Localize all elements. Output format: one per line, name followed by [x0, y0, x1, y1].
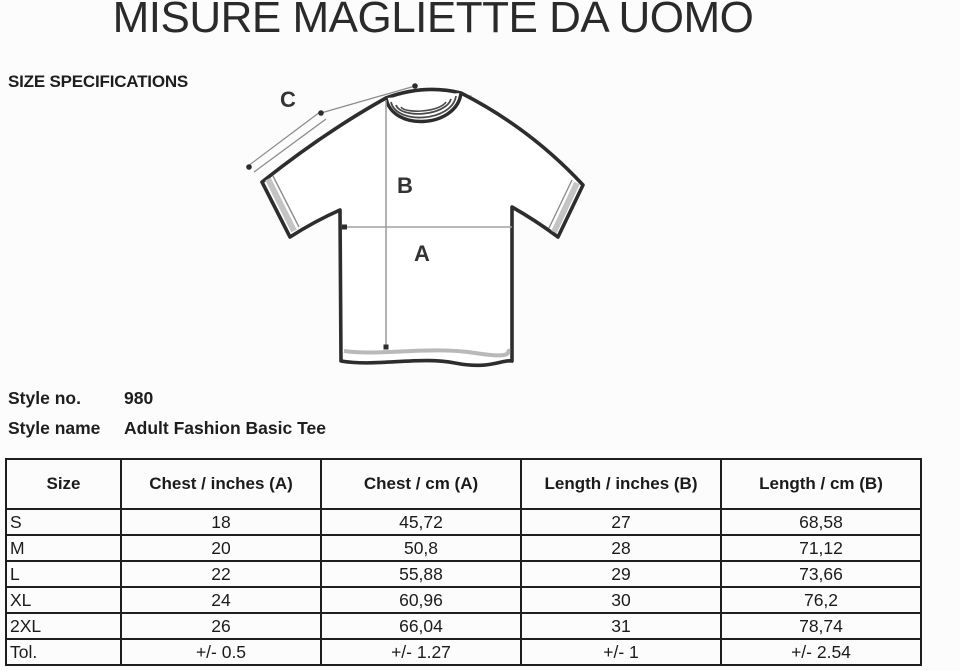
size-cell: S: [5, 508, 122, 536]
value-cell: 68,58: [720, 508, 922, 536]
col-header-length-cm: Length / cm (B): [720, 458, 922, 510]
diagram-label-c: C: [280, 87, 296, 112]
section-label: SIZE SPECIFICATIONS: [8, 72, 189, 91]
size-cell: XL: [5, 586, 122, 614]
value-cell: 45,72: [320, 508, 522, 536]
value-cell: 78,74: [720, 612, 922, 640]
value-cell: +/- 2.54: [720, 638, 922, 666]
table-row-s: S 18 45,72 27 68,58: [5, 508, 922, 536]
style-no-value: 980: [124, 388, 154, 408]
style-name-value: Adult Fashion Basic Tee: [124, 418, 326, 438]
right-cuff-line: [548, 179, 573, 229]
measure-a-dot: [342, 224, 347, 230]
tshirt-diagram: C B A: [246, 83, 585, 368]
measure-line-c-2: [253, 118, 327, 173]
page-title: MISURE MAGLIETTE DA UOMO: [112, 0, 754, 42]
table-row-xl: XL 24 60,96 30 76,2: [5, 586, 922, 614]
size-cell: Tol.: [5, 638, 122, 666]
style-info: Style no. 980 Style name Adult Fashion B…: [8, 388, 326, 448]
measure-c-dot-neck: [412, 83, 418, 89]
col-header-chest-cm: Chest / cm (A): [320, 458, 522, 510]
size-cell: 2XL: [5, 612, 122, 640]
value-cell: 73,66: [720, 560, 922, 588]
collar-rib-1: [390, 95, 457, 119]
value-cell: 26: [120, 612, 322, 640]
col-header-length-inches: Length / inches (B): [520, 458, 722, 510]
measure-b-dot: [383, 344, 389, 350]
value-cell: 31: [520, 612, 722, 640]
table-row-m: M 20 50,8 28 71,12: [5, 534, 922, 562]
hem-line: [343, 348, 511, 358]
value-cell: 50,8: [320, 534, 522, 562]
value-cell: 29: [520, 560, 722, 588]
size-cell: M: [5, 534, 122, 562]
col-header-chest-inches: Chest / inches (A): [120, 458, 322, 510]
table-header-row: Size Chest / inches (A) Chest / cm (A) L…: [5, 458, 922, 510]
value-cell: 76,2: [720, 586, 922, 614]
value-cell: 30: [520, 586, 722, 614]
measure-line-c-neck: [320, 85, 416, 114]
measure-line-c-1: [247, 111, 321, 167]
measure-c-dot-shoulder: [318, 110, 324, 116]
value-cell: 55,88: [320, 560, 522, 588]
left-cuff-line: [272, 175, 300, 228]
measure-c-dot-cuff: [246, 164, 252, 170]
value-cell: 60,96: [320, 586, 522, 614]
diagram-label-a: A: [414, 241, 430, 266]
value-cell: 27: [520, 508, 722, 536]
size-cell: L: [5, 560, 122, 588]
collar-rib-3: [400, 101, 447, 112]
value-cell: 20: [120, 534, 322, 562]
table-row-2xl: 2XL 26 66,04 31 78,74: [5, 612, 922, 640]
value-cell: 28: [520, 534, 722, 562]
style-name-row: Style name Adult Fashion Basic Tee: [8, 418, 326, 439]
collar-rib-2: [395, 98, 452, 115]
style-no-row: Style no. 980: [8, 388, 326, 409]
table-row-l: L 22 55,88 29 73,66: [5, 560, 922, 588]
value-cell: +/- 1.27: [320, 638, 522, 666]
value-cell: +/- 0.5: [120, 638, 322, 666]
value-cell: 22: [120, 560, 322, 588]
style-no-label: Style no.: [8, 388, 81, 408]
value-cell: 66,04: [320, 612, 522, 640]
size-table: Size Chest / inches (A) Chest / cm (A) L…: [5, 458, 922, 666]
diagram-label-b: B: [397, 173, 413, 198]
style-name-label: Style name: [8, 418, 101, 438]
table-row-tolerance: Tol. +/- 0.5 +/- 1.27 +/- 1 +/- 2.54: [5, 638, 922, 666]
value-cell: 18: [120, 508, 322, 536]
value-cell: 24: [120, 586, 322, 614]
left-cuff-ribbing: [265, 177, 297, 233]
value-cell: 71,12: [720, 534, 922, 562]
right-cuff-ribbing: [551, 181, 580, 234]
value-cell: +/- 1: [520, 638, 722, 666]
col-header-size: Size: [5, 458, 122, 510]
